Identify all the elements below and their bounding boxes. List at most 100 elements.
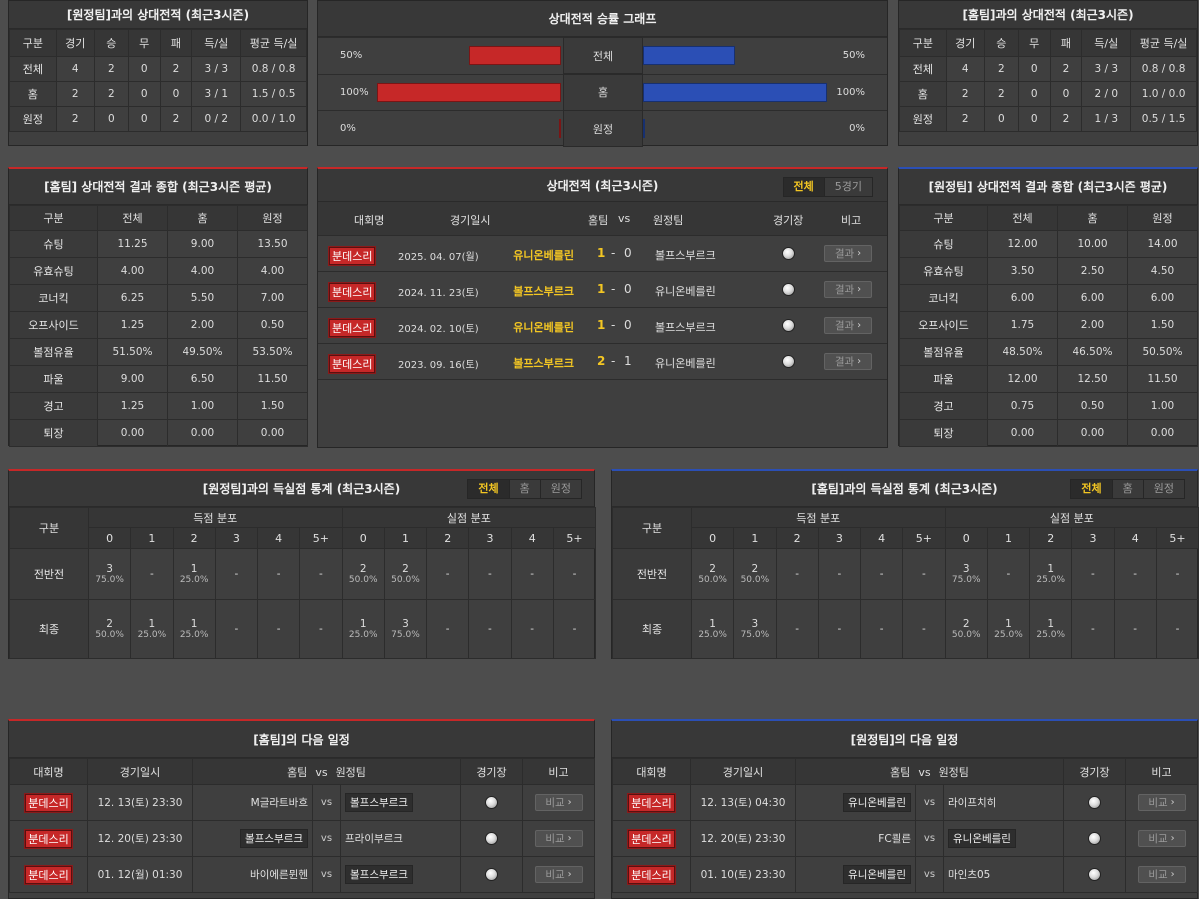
- home-team[interactable]: 볼프스부르크: [513, 357, 574, 370]
- league-badge[interactable]: 분데스리: [24, 792, 73, 813]
- table-row[interactable]: 분데스리 01. 10(토) 23:30 유니온베를린 vs 마인츠05 비교 ›: [612, 856, 1198, 893]
- table-row[interactable]: 분데스리 01. 12(월) 01:30 바이에른뮌헨 vs 볼프스부르크 비교 ›: [9, 856, 595, 893]
- compare-button[interactable]: 비교 ›: [1137, 866, 1186, 883]
- away-team[interactable]: 유니온베를린: [948, 829, 1016, 848]
- home-win-bar: [559, 119, 561, 138]
- league-badge[interactable]: 분데스리: [627, 792, 676, 813]
- league-badge[interactable]: 분데스리: [328, 282, 377, 302]
- tab-all[interactable]: 전체: [1071, 480, 1112, 498]
- stadium-icon[interactable]: [485, 832, 498, 845]
- league-badge[interactable]: 분데스리: [328, 354, 377, 374]
- list-item[interactable]: 분데스리 2024. 02. 10(토) 유니온베를린 1-0 볼프스부르크 결과 ›: [318, 308, 887, 344]
- league-badge[interactable]: 분데스리: [24, 828, 73, 849]
- home-team[interactable]: M글라트바흐: [250, 797, 308, 809]
- table-cell: 1 25.0%: [341, 599, 385, 659]
- column-header: vs: [618, 212, 631, 225]
- result-button[interactable]: 결과 ›: [824, 317, 872, 334]
- table-cell: 1 25.0%: [986, 599, 1031, 659]
- tab-home[interactable]: 홈: [508, 480, 540, 498]
- compare-button[interactable]: 비교 ›: [534, 830, 583, 847]
- list-item[interactable]: 분데스리 2023. 09. 16(토) 볼프스부르크 2-1 유니온베를린 결과 ›: [318, 344, 887, 380]
- result-button[interactable]: 결과 ›: [824, 245, 872, 262]
- count: -: [572, 622, 577, 635]
- home-team[interactable]: 유니온베를린: [513, 321, 574, 334]
- column-header: 비고: [522, 758, 595, 785]
- stadium-icon[interactable]: [1088, 868, 1101, 881]
- column-header: 홈팀: [588, 214, 609, 227]
- percent: 25.0%: [994, 629, 1023, 640]
- compare-button-label: 비교: [1148, 797, 1168, 809]
- table-cell: 1 / 3: [1081, 106, 1132, 132]
- away-team[interactable]: 유니온베를린: [655, 357, 716, 370]
- stadium-icon[interactable]: [782, 247, 795, 260]
- table-cell: 6.00: [1057, 284, 1128, 312]
- league-badge[interactable]: 분데스리: [328, 318, 377, 338]
- tab-all[interactable]: 전체: [468, 480, 509, 498]
- column-header: 원정팀: [653, 214, 684, 227]
- table-row[interactable]: 분데스리 12. 20(토) 23:30 볼프스부르크 vs 프라이부르크 비교 ›: [9, 820, 595, 857]
- count: -: [1091, 622, 1095, 635]
- away-team[interactable]: 볼프스부르크: [655, 249, 716, 262]
- home-team[interactable]: 유니온베를린: [843, 793, 911, 812]
- home-team[interactable]: 유니온베를린: [513, 249, 574, 262]
- away-team[interactable]: 마인츠05: [948, 869, 991, 881]
- away-team[interactable]: 유니온베를린: [655, 285, 716, 298]
- league-badge[interactable]: 분데스리: [24, 864, 73, 885]
- table-row[interactable]: 분데스리 12. 13(토) 23:30 M글라트바흐 vs 볼프스부르크 비교 ›: [9, 784, 595, 821]
- table-cell: 48.50%: [987, 338, 1058, 366]
- tab-home[interactable]: 홈: [1111, 480, 1143, 498]
- table-cell: 4: [945, 56, 985, 82]
- table-cell: -: [426, 548, 470, 600]
- compare-button[interactable]: 비교 ›: [534, 794, 583, 811]
- bucket-header: 4: [859, 527, 904, 549]
- table-cell: 0: [1049, 81, 1083, 107]
- stadium-icon[interactable]: [782, 283, 795, 296]
- count: 2: [359, 562, 367, 575]
- league-badge[interactable]: 분데스리: [328, 246, 377, 266]
- away-team[interactable]: 볼프스부르크: [655, 321, 716, 334]
- stadium-icon[interactable]: [782, 355, 795, 368]
- compare-button[interactable]: 비교 ›: [534, 866, 583, 883]
- count: -: [488, 622, 492, 635]
- goals-right-panel: [홈팀]과의 득실점 통계 (최근3시즌) 전체 홈 원정 구분 득점 분포 실점 …: [611, 469, 1199, 659]
- away-team[interactable]: 볼프스부르크: [345, 793, 413, 812]
- stadium-icon[interactable]: [782, 319, 795, 332]
- table-cell: 2: [1049, 56, 1083, 82]
- bucket-header: 0: [944, 527, 988, 549]
- tab-away[interactable]: 원정: [539, 480, 581, 498]
- stadium-icon[interactable]: [1088, 796, 1101, 809]
- home-team[interactable]: 볼프스부르크: [513, 285, 574, 298]
- list-item[interactable]: 분데스리 2025. 04. 07(월) 유니온베를린 1-0 볼프스부르크 결과 ›: [318, 236, 887, 272]
- league-badge[interactable]: 분데스리: [627, 864, 676, 885]
- table-cell: -: [552, 599, 597, 659]
- table-row[interactable]: 분데스리 12. 20(토) 23:30 FC쾰른 vs 유니온베를린 비교 ›: [612, 820, 1198, 857]
- league-badge[interactable]: 분데스리: [627, 828, 676, 849]
- compare-button[interactable]: 비교 ›: [1137, 794, 1186, 811]
- home-team[interactable]: 바이에른뮌헨: [250, 869, 308, 881]
- match-date: 12. 13(토) 04:30: [690, 784, 796, 821]
- stadium-icon[interactable]: [1088, 832, 1101, 845]
- away-team[interactable]: 라이프치히: [948, 797, 997, 809]
- away-team[interactable]: 볼프스부르크: [345, 865, 413, 884]
- table-row[interactable]: 분데스리 12. 13(토) 04:30 유니온베를린 vs 라이프치히 비교 ›: [612, 784, 1198, 821]
- away-team[interactable]: 프라이부르크: [345, 833, 403, 845]
- stadium-icon[interactable]: [485, 868, 498, 881]
- compare-button[interactable]: 비교 ›: [1137, 830, 1186, 847]
- win-graph-label: 원정: [563, 110, 643, 147]
- table-cell: -: [817, 599, 862, 659]
- column-header: 원정: [1127, 205, 1198, 231]
- tab-all[interactable]: 전체: [783, 178, 824, 196]
- tab-5games[interactable]: 5경기: [823, 178, 872, 196]
- home-team[interactable]: FC쾰른: [878, 833, 911, 845]
- home-team[interactable]: 볼프스부르크: [240, 829, 308, 848]
- column-header: 경기일시: [87, 758, 193, 785]
- table-cell: 2.00: [1057, 311, 1128, 339]
- home-team[interactable]: 유니온베를린: [843, 865, 911, 884]
- away-win-bar: [643, 119, 645, 138]
- list-item[interactable]: 분데스리 2024. 11. 23(토) 볼프스부르크 1-0 유니온베를린 결과 ›: [318, 272, 887, 308]
- table-cell: -: [426, 599, 470, 659]
- result-button[interactable]: 결과 ›: [824, 353, 872, 370]
- result-button[interactable]: 결과 ›: [824, 281, 872, 298]
- tab-away[interactable]: 원정: [1142, 480, 1184, 498]
- stadium-icon[interactable]: [485, 796, 498, 809]
